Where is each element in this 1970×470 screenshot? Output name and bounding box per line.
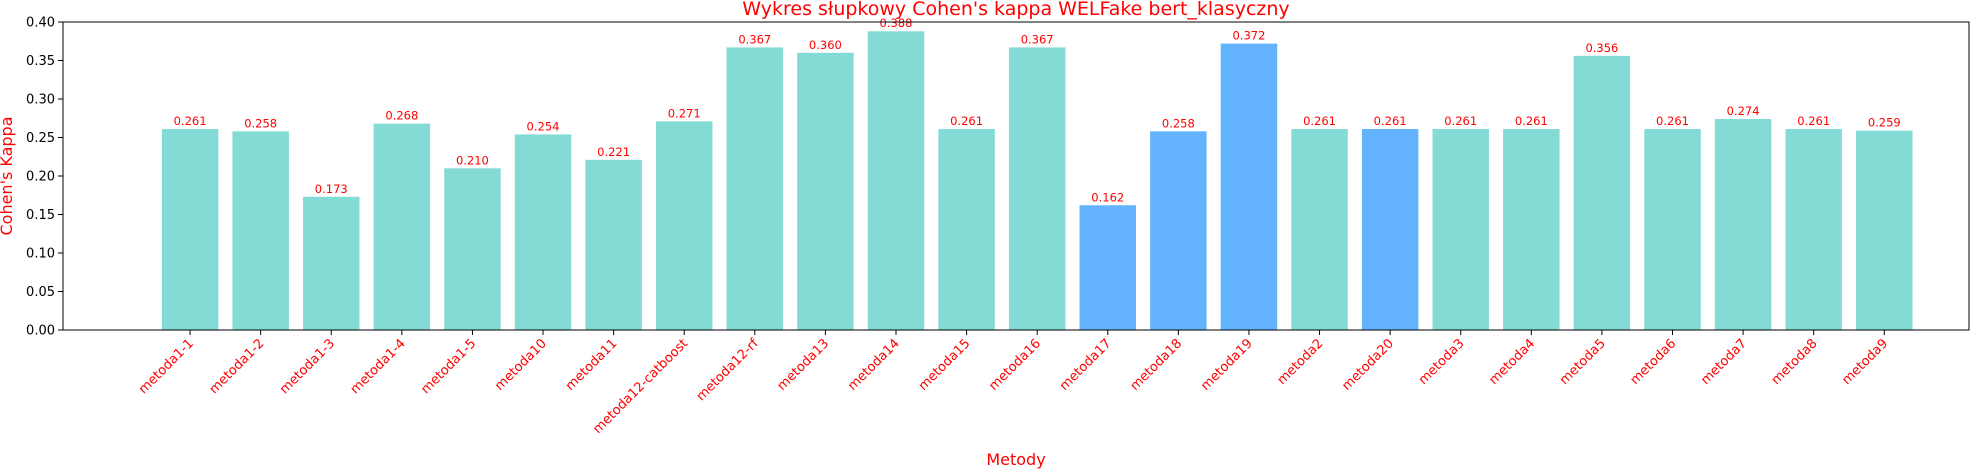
y-tick-label: 0.40 (26, 16, 55, 31)
value-label-metoda11: 0.221 (597, 145, 630, 159)
bar-metoda4 (1503, 129, 1560, 330)
x-tick-label-metoda19: metoda19 (1198, 336, 1256, 394)
x-tick-label-metoda6: metoda6 (1628, 336, 1680, 388)
value-label-metoda17: 0.162 (1091, 190, 1124, 204)
x-tick-label-metoda17: metoda17 (1057, 336, 1115, 394)
bar-metoda1-1 (161, 129, 219, 330)
x-axis: metoda1-1 metoda1-2 metoda1-3 metoda1-4 meto… (136, 330, 1891, 437)
bar-metoda10 (514, 134, 572, 330)
value-label-metoda4: 0.261 (1515, 114, 1548, 128)
value-label-metoda10: 0.254 (527, 119, 560, 133)
x-tick-label-metoda4: metoda4 (1486, 336, 1538, 388)
bar-metoda2 (1291, 129, 1348, 330)
x-tick-label-metoda10: metoda10 (492, 336, 550, 394)
y-tick-label: 0.05 (26, 285, 55, 300)
value-label-metoda3: 0.261 (1444, 114, 1477, 128)
value-label-metoda7: 0.274 (1727, 104, 1760, 118)
value-label-metoda12-catboost: 0.271 (668, 106, 701, 120)
bar-metoda11 (585, 159, 642, 330)
bar-metoda5 (1573, 55, 1631, 330)
value-label-metoda2: 0.261 (1303, 114, 1336, 128)
x-tick-label-metoda11: metoda11 (563, 336, 621, 394)
bar-metoda1-5 (444, 168, 501, 330)
value-label-metoda13: 0.360 (809, 38, 842, 52)
bar-metoda20 (1361, 129, 1419, 330)
value-label-metoda1-3: 0.173 (315, 182, 348, 196)
x-tick-label-metoda15: metoda15 (916, 336, 974, 394)
bar-metoda18 (1150, 131, 1207, 330)
bar-metoda1-2 (232, 131, 289, 330)
y-tick-label: 0.10 (26, 247, 55, 262)
value-label-metoda1-2: 0.258 (244, 116, 277, 130)
value-label-metoda12-rf: 0.367 (738, 32, 771, 46)
value-label-metoda15: 0.261 (950, 114, 983, 128)
x-tick-label-metoda12-rf: metoda12-rf (694, 336, 762, 404)
value-label-metoda1-1: 0.261 (174, 114, 207, 128)
y-tick-label: 0.35 (26, 54, 55, 69)
y-axis: 0.00 0.05 0.10 0.15 0.20 0.25 0.30 0.35 0.40 (26, 16, 63, 339)
value-label-metoda19: 0.372 (1232, 29, 1265, 43)
x-tick-label-metoda1-3: metoda1-3 (277, 336, 338, 397)
x-tick-label-metoda9: metoda9 (1839, 336, 1891, 388)
bar-metoda17 (1079, 205, 1137, 330)
y-tick-label: 0.30 (26, 93, 55, 108)
x-tick-label-metoda1-1: metoda1-1 (136, 336, 197, 397)
x-tick-label-metoda1-4: metoda1-4 (348, 336, 409, 397)
x-tick-label-metoda13: metoda13 (775, 336, 833, 394)
value-label-metoda9: 0.259 (1868, 116, 1901, 130)
bar-metoda14 (867, 31, 925, 331)
chart-title: Wykres słupkowy Cohen's kappa WELFake be… (742, 0, 1289, 20)
value-label-metoda16: 0.367 (1021, 32, 1054, 46)
plot-frame (62, 21, 1970, 331)
y-tick-label: 0.00 (26, 324, 55, 339)
x-tick-label-metoda7: metoda7 (1698, 336, 1750, 388)
bar-metoda1-3 (303, 196, 360, 330)
x-tick-label-metoda1-5: metoda1-5 (418, 336, 479, 397)
y-tick-label: 0.25 (26, 131, 55, 146)
x-tick-label-metoda5: metoda5 (1557, 336, 1609, 388)
value-label-metoda5: 0.356 (1585, 41, 1618, 55)
value-labels-group: 0.261 0.258 0.173 0.268 0.210 0.254 0.221 0.271… (174, 16, 1901, 204)
x-tick-label-metoda16: metoda16 (986, 336, 1044, 394)
x-tick-label-metoda18: metoda18 (1128, 336, 1186, 394)
y-tick-label: 0.20 (26, 170, 55, 185)
x-tick-label-metoda14: metoda14 (845, 336, 903, 394)
value-label-metoda18: 0.258 (1162, 116, 1195, 130)
bar-metoda12-catboost (655, 121, 713, 330)
x-tick-label-metoda20: metoda20 (1339, 336, 1397, 394)
value-label-metoda1-5: 0.210 (456, 153, 489, 167)
y-axis-label: Cohen's Kappa (0, 116, 16, 235)
value-label-metoda14: 0.388 (880, 16, 913, 30)
x-tick-label-metoda1-2: metoda1-2 (207, 336, 268, 397)
x-tick-label-metoda2: metoda2 (1275, 336, 1327, 388)
bar-metoda12-rf (726, 47, 784, 330)
bar-metoda9 (1856, 130, 1913, 330)
bar-metoda19 (1220, 43, 1278, 331)
bar-metoda1-4 (373, 123, 431, 330)
x-tick-label-metoda8: metoda8 (1769, 336, 1821, 388)
bar-metoda15 (938, 129, 995, 330)
y-tick-label: 0.15 (26, 208, 55, 223)
x-tick-label-metoda3: metoda3 (1416, 336, 1468, 388)
bar-metoda13 (797, 52, 854, 331)
value-label-metoda8: 0.261 (1797, 114, 1830, 128)
bar-metoda16 (1008, 47, 1066, 330)
value-label-metoda20: 0.261 (1374, 114, 1407, 128)
bar-metoda8 (1785, 129, 1842, 330)
value-label-metoda6: 0.261 (1656, 114, 1689, 128)
bar-metoda6 (1644, 129, 1701, 330)
bars-group (161, 31, 1913, 331)
bar-metoda3 (1432, 129, 1489, 330)
bar-metoda7 (1714, 119, 1772, 331)
x-axis-label: Metody (986, 450, 1045, 469)
value-label-metoda1-4: 0.268 (385, 109, 418, 123)
